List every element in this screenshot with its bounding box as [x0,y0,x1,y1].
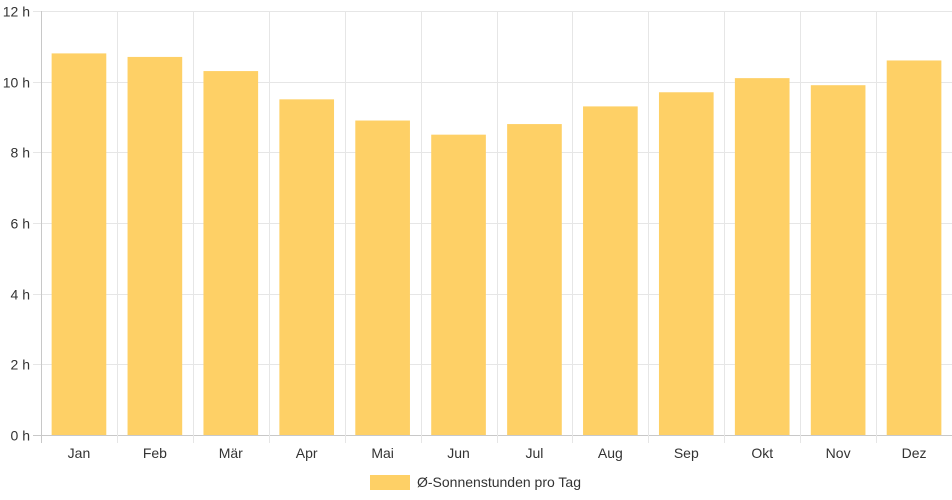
x-tick-label: Feb [143,445,167,461]
y-tick-label: 4 h [11,287,30,303]
legend-swatch[interactable] [370,475,410,490]
x-tick-label: Dez [902,445,927,461]
x-tick-label: Okt [751,445,773,461]
axes: 0 h 2 h 4 h 6 h 8 h 10 h 12 h Jan Feb Mär Apr Mai Ju… [3,4,927,462]
x-tick-label: Jan [68,445,91,461]
legend[interactable]: Ø-Sonnenstunden pro Tag [370,474,581,490]
x-tick-label: Apr [296,445,318,461]
x-tick-label: Sep [674,445,699,461]
y-tick-label: 8 h [11,145,30,161]
x-tick-label: Mär [219,445,243,461]
x-tick-label: Mai [371,445,394,461]
bar-nov[interactable] [810,85,866,435]
bar-sep[interactable] [658,92,714,436]
y-tick-label: 0 h [11,428,30,444]
bar-series [51,53,942,436]
y-tick-label: 6 h [11,216,30,232]
grid-lines [33,11,952,443]
bar-dez[interactable] [886,60,942,435]
bar-jul[interactable] [507,124,562,436]
x-tick-label: Jul [526,445,544,461]
legend-label[interactable]: Ø-Sonnenstunden pro Tag [417,474,581,490]
bar-jun[interactable] [431,134,486,435]
bar-mai[interactable] [355,120,410,436]
bar-mär[interactable] [203,71,259,436]
x-tick-label: Jun [447,445,470,461]
bar-okt[interactable] [734,78,790,435]
bar-apr[interactable] [279,99,335,435]
x-tick-label: Aug [598,445,623,461]
x-tick-label: Nov [826,445,851,461]
bar-aug[interactable] [583,106,638,436]
bar-feb[interactable] [127,56,183,435]
y-tick-label: 10 h [3,75,30,91]
y-tick-label: 12 h [3,4,30,20]
y-tick-label: 2 h [11,357,30,373]
bar-jan[interactable] [51,53,107,436]
